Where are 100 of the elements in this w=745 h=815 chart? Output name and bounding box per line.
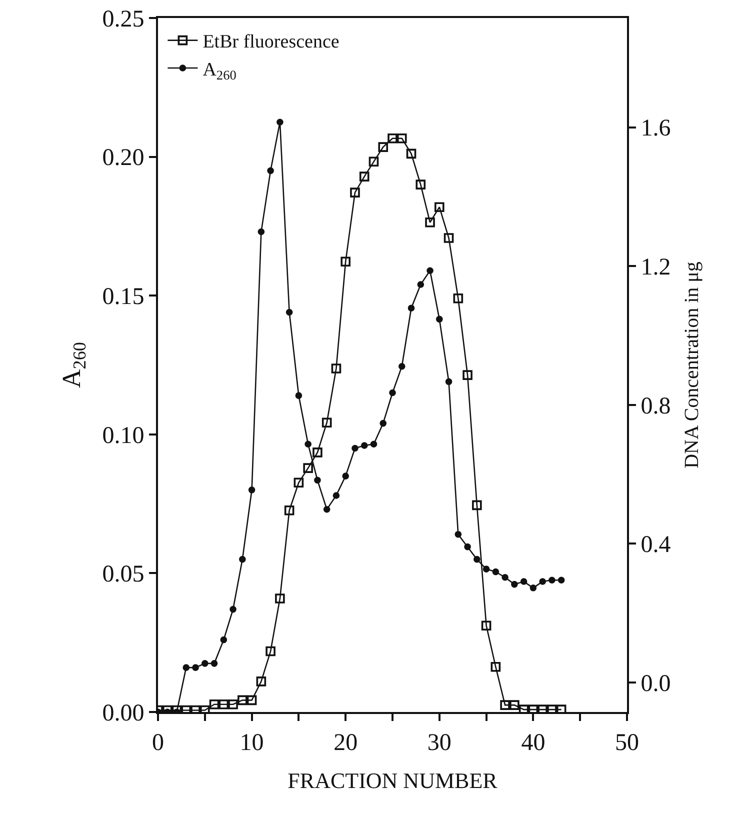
point xyxy=(474,556,480,563)
point xyxy=(220,636,228,644)
point xyxy=(425,217,435,228)
point xyxy=(258,228,265,236)
point xyxy=(342,472,349,480)
point xyxy=(360,442,368,449)
point xyxy=(378,142,388,152)
point xyxy=(182,664,190,671)
point xyxy=(210,660,218,667)
point xyxy=(445,378,452,386)
point xyxy=(266,646,276,656)
point xyxy=(520,578,528,585)
point xyxy=(511,580,518,588)
point xyxy=(284,505,294,516)
point xyxy=(340,256,350,266)
legend-label: A$_{260}$ xyxy=(202,59,237,82)
y2-tick-label: 0.8 xyxy=(640,393,671,420)
point xyxy=(350,188,360,198)
y2-tick-label: 0.4 xyxy=(640,532,671,558)
point xyxy=(238,695,248,706)
point xyxy=(388,134,398,144)
point xyxy=(331,364,342,374)
point xyxy=(192,664,199,671)
point xyxy=(426,267,434,274)
point xyxy=(303,463,313,473)
point xyxy=(295,392,302,399)
y-tick-label: 0.15 xyxy=(102,284,144,310)
point xyxy=(548,576,556,584)
x-tick-label: 20 xyxy=(334,730,358,756)
y2-tick-label: 0.0 xyxy=(640,670,671,697)
point xyxy=(538,704,548,712)
point xyxy=(482,566,490,572)
point xyxy=(396,134,407,144)
point xyxy=(322,418,332,428)
point xyxy=(530,584,537,592)
x-tick-label: 0 xyxy=(152,730,164,756)
point xyxy=(380,420,387,427)
legend-label: EtBr fluorescence xyxy=(202,32,340,53)
point xyxy=(246,695,257,706)
point xyxy=(434,202,444,212)
point xyxy=(332,492,340,499)
y-tick-label: 0.20 xyxy=(102,145,144,172)
point xyxy=(359,172,370,182)
point xyxy=(202,660,208,667)
point xyxy=(398,362,406,370)
point xyxy=(275,594,285,604)
point xyxy=(267,167,274,174)
x-tick-label: 50 xyxy=(615,730,639,756)
point xyxy=(239,556,246,563)
point xyxy=(528,704,538,712)
point xyxy=(500,700,510,710)
point xyxy=(436,316,443,323)
y-tick-label: 0.25 xyxy=(102,6,144,32)
point xyxy=(417,281,424,288)
point xyxy=(556,704,566,712)
point xyxy=(462,370,472,380)
point xyxy=(406,148,416,159)
point xyxy=(370,440,378,448)
point xyxy=(276,118,284,126)
point xyxy=(312,448,322,458)
x-tick-label: 40 xyxy=(521,730,546,756)
y-tick-label: 0.05 xyxy=(102,562,144,588)
point xyxy=(454,530,462,538)
y2-axis-title: DNA Concentration in μg xyxy=(680,262,703,468)
point xyxy=(464,543,471,550)
point xyxy=(304,440,312,448)
point xyxy=(444,233,454,243)
point xyxy=(218,699,229,710)
point xyxy=(368,156,379,167)
point xyxy=(209,699,220,710)
point xyxy=(453,293,464,304)
point xyxy=(230,606,236,613)
point xyxy=(510,700,520,710)
y-tick-label: 0.00 xyxy=(102,700,144,726)
y2-tick-label: 1.6 xyxy=(640,116,671,142)
point xyxy=(558,576,565,584)
point xyxy=(416,180,426,190)
point xyxy=(314,476,321,484)
x-tick-label: 10 xyxy=(240,730,264,756)
point xyxy=(547,704,557,712)
point xyxy=(323,506,330,513)
point xyxy=(228,699,238,710)
point xyxy=(492,568,500,576)
point xyxy=(518,704,529,712)
point xyxy=(352,444,358,452)
point xyxy=(539,578,546,585)
y2-tick-label: 1.2 xyxy=(640,254,671,281)
point xyxy=(389,389,396,396)
point xyxy=(286,308,293,316)
y-tick-label: 0.10 xyxy=(102,422,144,449)
point xyxy=(481,620,492,630)
point xyxy=(472,500,482,510)
point xyxy=(490,662,501,672)
point xyxy=(256,676,266,686)
point xyxy=(294,478,304,488)
x-axis-title: FRACTION NUMBER xyxy=(288,768,498,794)
x-tick-label: 30 xyxy=(427,730,452,756)
point xyxy=(408,304,415,312)
point xyxy=(502,574,508,581)
point xyxy=(248,486,256,494)
